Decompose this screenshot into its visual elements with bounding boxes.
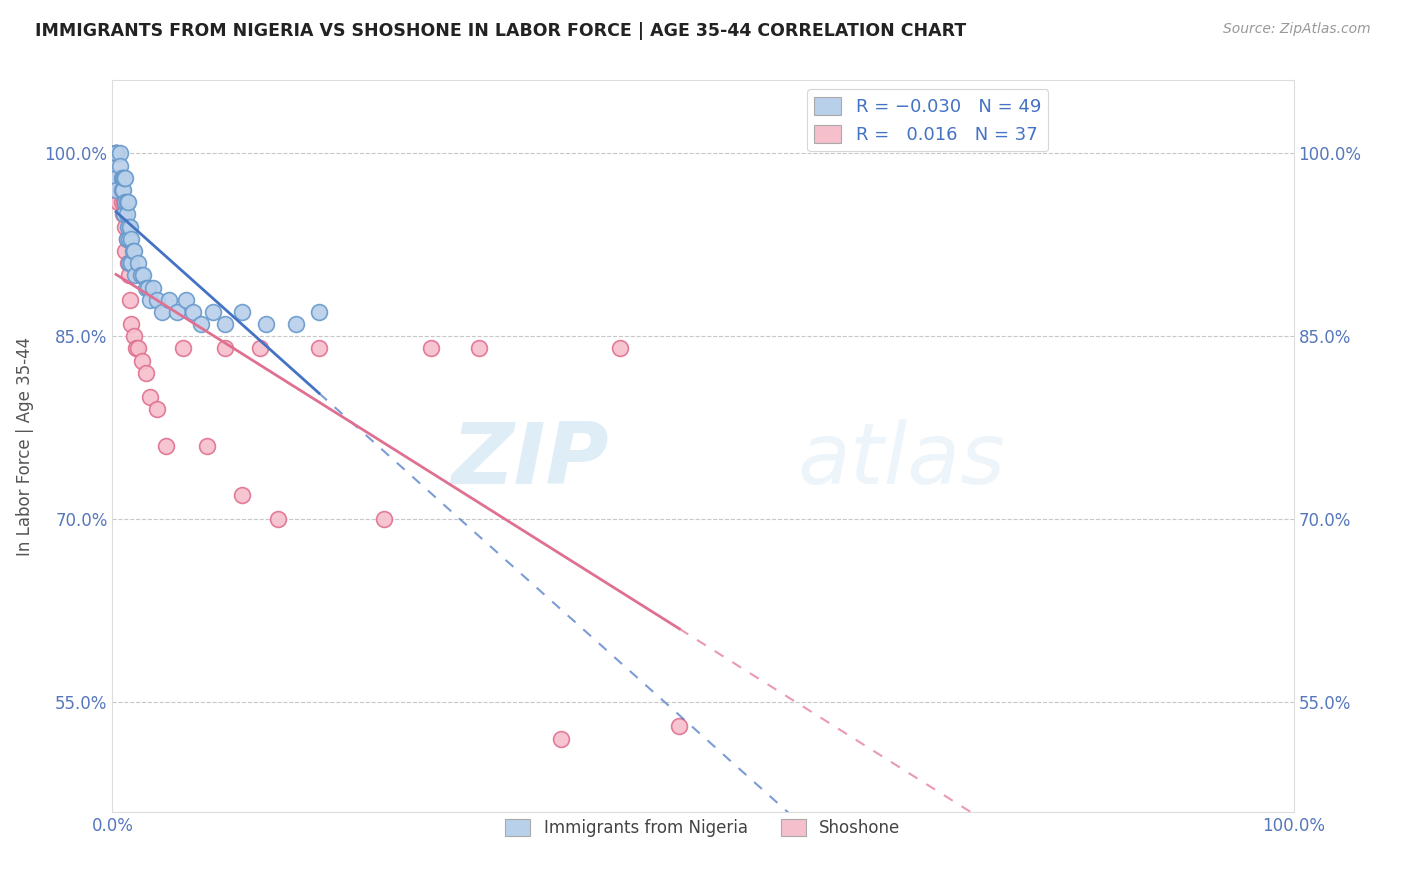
Point bbox=[249, 342, 271, 356]
Point bbox=[139, 390, 162, 404]
Text: Source: ZipAtlas.com: Source: ZipAtlas.com bbox=[1223, 22, 1371, 37]
Point bbox=[420, 342, 443, 356]
Text: IMMIGRANTS FROM NIGERIA VS SHOSHONE IN LABOR FORCE | AGE 35-44 CORRELATION CHART: IMMIGRANTS FROM NIGERIA VS SHOSHONE IN L… bbox=[35, 22, 966, 40]
Point bbox=[105, 183, 128, 197]
Point bbox=[231, 488, 253, 502]
Point bbox=[112, 170, 135, 185]
Point bbox=[157, 293, 180, 307]
Point bbox=[125, 342, 148, 356]
Point bbox=[155, 439, 177, 453]
Point bbox=[135, 366, 157, 380]
Point bbox=[111, 170, 134, 185]
Point bbox=[114, 244, 136, 258]
Point bbox=[118, 256, 141, 270]
Point bbox=[132, 268, 155, 283]
Point bbox=[136, 280, 159, 294]
Point bbox=[308, 305, 330, 319]
Point bbox=[284, 317, 307, 331]
Point bbox=[105, 183, 128, 197]
Point bbox=[146, 293, 169, 307]
Point bbox=[668, 719, 690, 733]
Legend: Immigrants from Nigeria, Shoshone: Immigrants from Nigeria, Shoshone bbox=[499, 812, 907, 844]
Point bbox=[105, 170, 128, 185]
Point bbox=[214, 317, 236, 331]
Point bbox=[105, 170, 128, 185]
Text: ZIP: ZIP bbox=[451, 419, 609, 502]
Point bbox=[609, 342, 631, 356]
Point bbox=[120, 256, 142, 270]
Point bbox=[112, 207, 135, 221]
Point bbox=[131, 353, 153, 368]
Point bbox=[142, 280, 165, 294]
Point bbox=[174, 293, 197, 307]
Point bbox=[107, 170, 129, 185]
Point bbox=[254, 317, 277, 331]
Point bbox=[120, 317, 142, 331]
Point bbox=[112, 183, 135, 197]
Text: atlas: atlas bbox=[797, 419, 1005, 502]
Point bbox=[373, 512, 395, 526]
Point bbox=[122, 329, 145, 343]
Point bbox=[172, 342, 194, 356]
Point bbox=[118, 268, 141, 283]
Point bbox=[105, 146, 128, 161]
Point bbox=[129, 268, 152, 283]
Point bbox=[122, 244, 145, 258]
Point bbox=[467, 342, 489, 356]
Point bbox=[124, 268, 146, 283]
Point bbox=[146, 402, 169, 417]
Point bbox=[267, 512, 290, 526]
Point bbox=[105, 146, 128, 161]
Point bbox=[117, 195, 139, 210]
Point bbox=[110, 183, 132, 197]
Point bbox=[201, 305, 224, 319]
Point bbox=[114, 170, 136, 185]
Point bbox=[181, 305, 204, 319]
Point bbox=[166, 305, 188, 319]
Point bbox=[139, 293, 162, 307]
Point bbox=[105, 146, 128, 161]
Point bbox=[118, 232, 141, 246]
Point bbox=[115, 195, 138, 210]
Y-axis label: In Labor Force | Age 35-44: In Labor Force | Age 35-44 bbox=[15, 336, 34, 556]
Point bbox=[195, 439, 218, 453]
Point bbox=[105, 146, 128, 161]
Point bbox=[111, 195, 134, 210]
Point bbox=[115, 232, 138, 246]
Point bbox=[115, 232, 138, 246]
Point bbox=[135, 280, 157, 294]
Point bbox=[107, 195, 129, 210]
Point bbox=[111, 183, 134, 197]
Point bbox=[127, 342, 149, 356]
Point bbox=[308, 342, 330, 356]
Point bbox=[550, 731, 572, 746]
Point bbox=[115, 207, 138, 221]
Point bbox=[108, 159, 131, 173]
Point bbox=[120, 219, 142, 234]
Point bbox=[112, 207, 135, 221]
Point bbox=[121, 244, 143, 258]
Point bbox=[114, 195, 136, 210]
Point bbox=[231, 305, 253, 319]
Point bbox=[190, 317, 212, 331]
Point bbox=[117, 219, 139, 234]
Point bbox=[214, 342, 236, 356]
Point bbox=[120, 293, 142, 307]
Point bbox=[112, 170, 135, 185]
Point bbox=[114, 219, 136, 234]
Point bbox=[117, 256, 139, 270]
Point bbox=[108, 146, 131, 161]
Point bbox=[112, 195, 135, 210]
Point bbox=[150, 305, 173, 319]
Point bbox=[105, 146, 128, 161]
Point bbox=[127, 256, 149, 270]
Point bbox=[120, 232, 142, 246]
